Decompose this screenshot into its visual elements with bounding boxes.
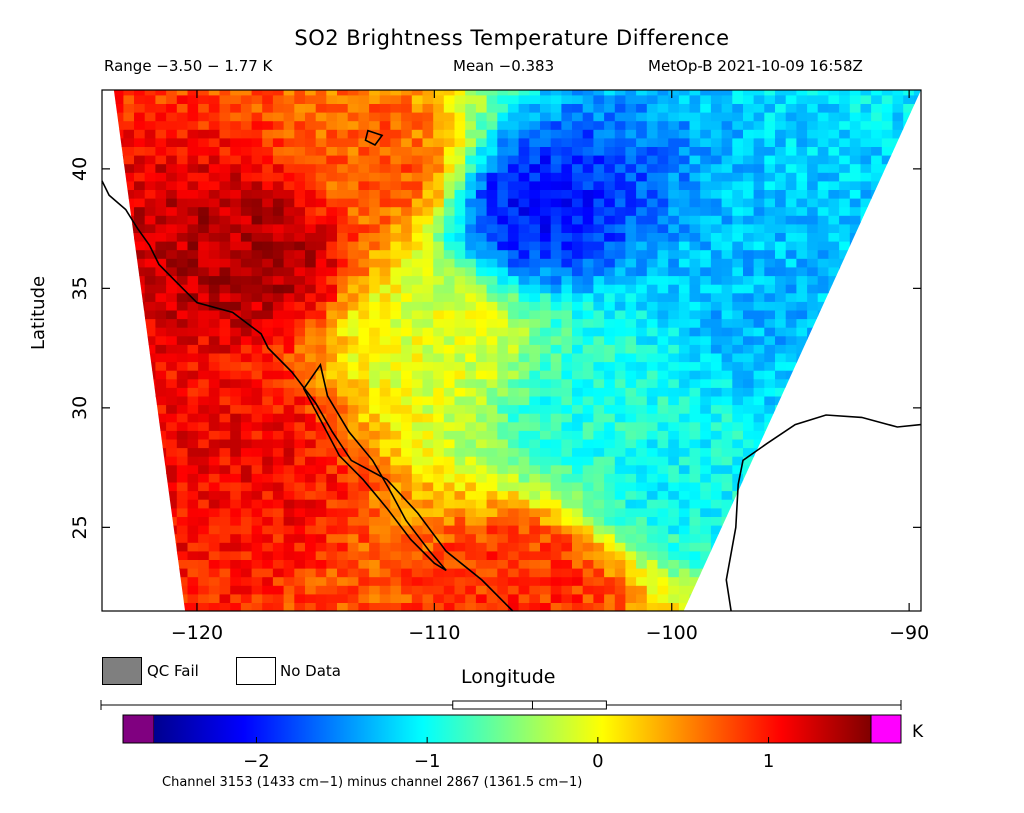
range-text: Range −3.50 − 1.77 K: [104, 57, 273, 75]
satellite-time-text: MetOp-B 2021-10-09 16:58Z: [648, 57, 863, 75]
colorbar-tick-label: −2: [243, 751, 270, 772]
y-tick-label: 40: [69, 157, 91, 181]
x-tick-label: −120: [171, 622, 223, 644]
colorbar-gradient: [154, 715, 871, 743]
y-tick-label: 25: [69, 515, 91, 539]
y-axis-label: Latitude: [28, 275, 49, 350]
qc-fail-label: QC Fail: [147, 662, 199, 680]
x-tick-label: −100: [646, 622, 698, 644]
y-tick-label: 30: [69, 396, 91, 420]
no-data-swatch: [236, 657, 276, 685]
no-data-label: No Data: [280, 662, 341, 680]
colorbar-tick-label: 1: [763, 751, 774, 772]
y-tick-label: 35: [69, 276, 91, 300]
heatmap: [101, 90, 922, 612]
x-axis-label: Longitude: [461, 666, 556, 688]
qc-fail-swatch: [102, 657, 142, 685]
colorbar-high-swatch: [870, 714, 902, 744]
colorbar-low-swatch: [122, 714, 155, 744]
colorbar: −2 −1 0 1: [100, 700, 902, 772]
coastline: [101, 129, 922, 612]
colorbar-unit: K: [912, 722, 924, 742]
colorbar-tick-label: 0: [592, 751, 603, 772]
chart-title: SO2 Brightness Temperature Difference: [294, 26, 730, 50]
mean-text: Mean −0.383: [453, 57, 555, 75]
colorbar-caption: Channel 3153 (1433 cm−1) minus channel 2…: [162, 775, 583, 790]
boxplot-box: [452, 700, 607, 710]
x-tick-label: −110: [408, 622, 460, 644]
x-tick-label: −90: [889, 622, 929, 644]
colorbar-frame: [122, 714, 902, 744]
colorbar-tick-label: −1: [414, 751, 441, 772]
plot-frame: [101, 89, 922, 612]
